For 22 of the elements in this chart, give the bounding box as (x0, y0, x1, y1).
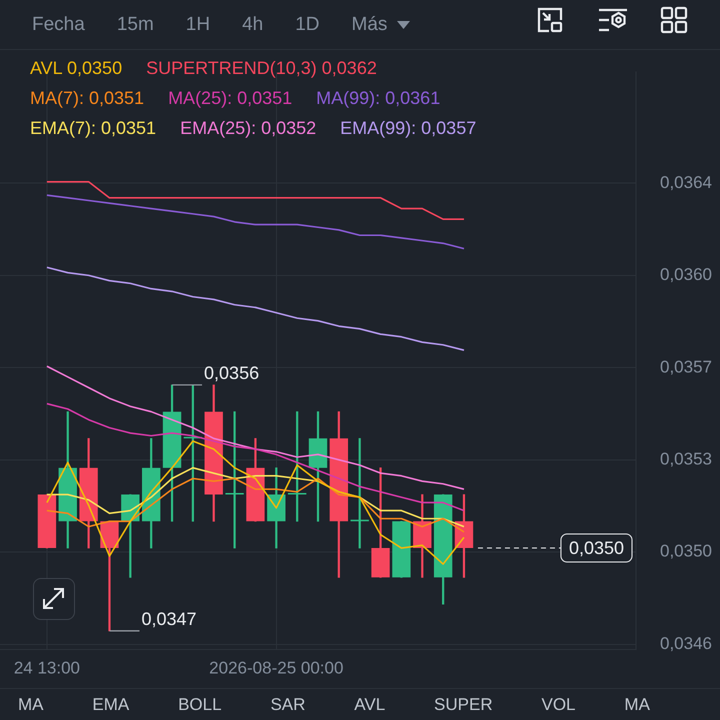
text: AVL 0,0350 (30, 57, 122, 80)
annotation: 0,0356 (204, 362, 260, 383)
text: Fecha 15m 1H 4h 1D Más (32, 14, 388, 34)
text: MA(25): 0,0351 (168, 87, 292, 110)
text: MA(99): 0,0361 (316, 87, 440, 110)
y-tick-label: 0,0357 (660, 357, 712, 376)
candlestick (350, 438, 369, 548)
text: MA(7): 0,0351 (30, 87, 144, 110)
y-tick-label: 0,0350 (660, 542, 712, 561)
ref-line-label: 0,0350 (568, 538, 624, 558)
y-tick-label: 0,0346 (660, 634, 712, 653)
y-tick-label: 0,0353 (660, 449, 712, 468)
x-tick-label: 2026-08-25 00:00 (209, 658, 344, 678)
text: SUPERTREND(10,3) 0,0362 (146, 57, 377, 80)
y-tick-label: 0,0360 (660, 265, 712, 284)
text: MA EMA BOLL SAR AVL SUPER VOL MA (18, 694, 650, 714)
text: EMA(25): 0,0352 (180, 117, 316, 140)
y-tick-label: 0,0364 (660, 172, 712, 192)
text: EMA(99): 0,0357 (340, 117, 476, 140)
x-tick-label: 24 13:00 (14, 658, 80, 678)
text: EMA(7): 0,0351 (30, 117, 156, 140)
annotation: 0,0347 (141, 608, 197, 629)
